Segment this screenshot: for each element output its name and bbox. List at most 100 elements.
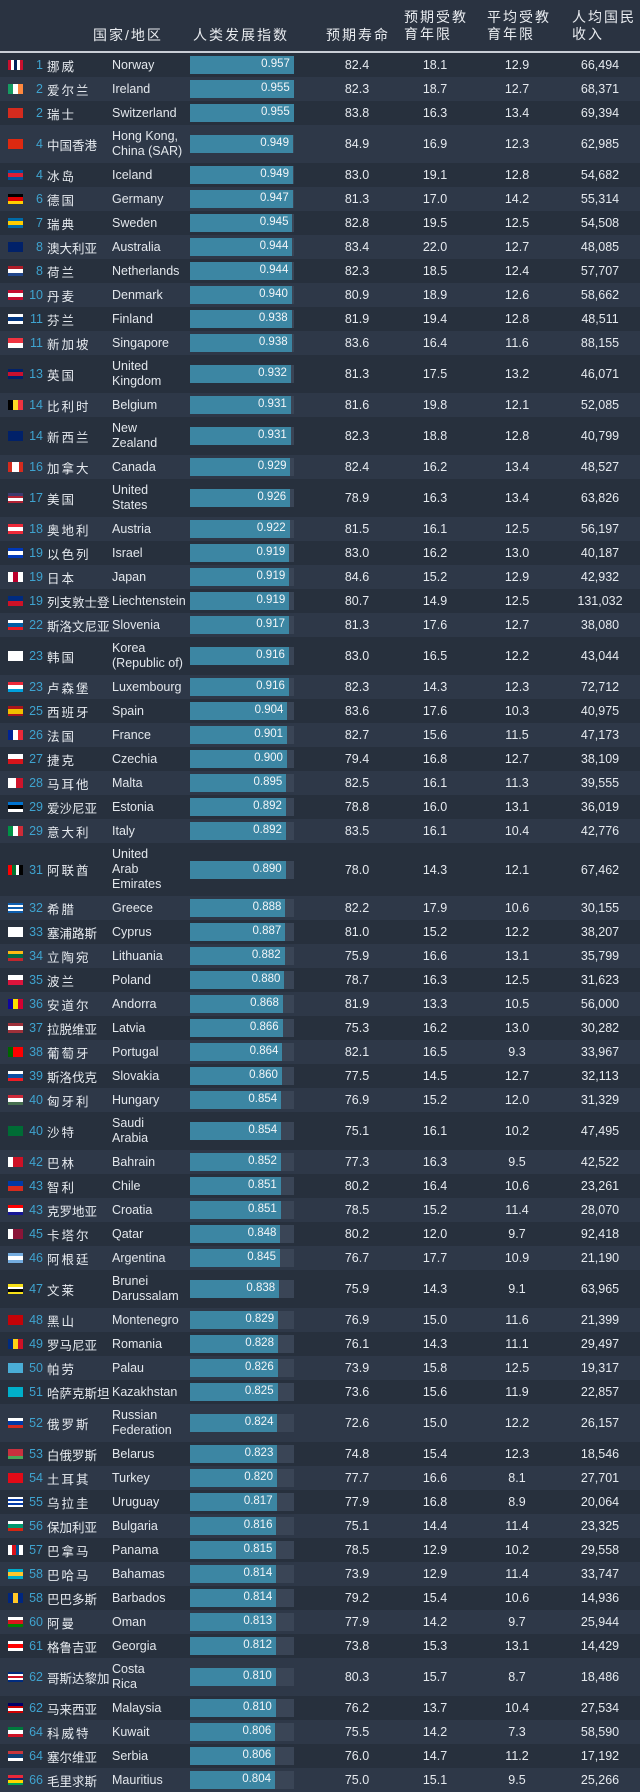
country-name-en: Hungary [112,1092,160,1107]
table-row[interactable]: 26 法国 France 0.901 82.7 15.6 11.5 47,173 [0,723,640,747]
table-row[interactable]: 55 乌拉圭 Uruguay 0.817 77.9 16.8 8.9 20,064 [0,1490,640,1514]
table-row[interactable]: 34 立陶宛 Lithuania 0.882 75.9 16.6 13.1 35,799 [0,944,640,968]
table-row[interactable]: 43 克罗地亚 Croatia 0.851 78.5 15.2 11.4 28,070 [0,1198,640,1222]
mean-schooling: 12.2 [504,649,530,663]
hdi-bar: 0.931 [190,396,291,414]
country-name-en: Serbia [112,1748,149,1763]
rank: 1 [36,58,43,72]
table-row[interactable]: 57 巴拿马 Panama 0.815 78.5 12.9 10.2 29,558 [0,1538,640,1562]
header-gni[interactable]: 人均国民收入 [572,9,636,42]
table-row[interactable]: 6 德国 Germany 0.947 81.3 17.0 14.2 55,314 [0,187,640,211]
country-name-en: Liechtenstein [112,593,186,608]
table-row[interactable]: 14 比利时 Belgium 0.931 81.6 19.8 12.1 52,085 [0,393,640,417]
table-row[interactable]: 23 韩国 Korea (Republic of) 0.916 83.0 16.5 12.2… [0,637,640,675]
table-row[interactable]: 17 美国 United States 0.926 78.9 16.3 13.4 63,826 [0,479,640,517]
table-row[interactable]: 36 安道尔 Andorra 0.868 81.9 13.3 10.5 56,000 [0,992,640,1016]
table-row[interactable]: 27 捷克 Czechia 0.900 79.4 16.8 12.7 38,109 [0,747,640,771]
table-row[interactable]: 38 葡萄牙 Portugal 0.864 82.1 16.5 9.3 33,967 [0,1040,640,1064]
table-row[interactable]: 19 日本 Japan 0.919 84.6 15.2 12.9 42,932 [0,565,640,589]
hdi-bar: 0.845 [190,1249,281,1267]
table-row[interactable]: 43 智利 Chile 0.851 80.2 16.4 10.6 23,261 [0,1174,640,1198]
table-row[interactable]: 28 马耳他 Malta 0.895 82.5 16.1 11.3 39,555 [0,771,640,795]
table-row[interactable]: 8 澳大利亚 Australia 0.944 83.4 22.0 12.7 48,085 [0,235,640,259]
table-row[interactable]: 61 格鲁吉亚 Georgia 0.812 73.8 15.3 13.1 14,429 [0,1634,640,1658]
life-expectancy: 82.3 [344,82,370,96]
table-row[interactable]: 33 塞浦路斯 Cyprus 0.887 81.0 15.2 12.2 38,207 [0,920,640,944]
table-row[interactable]: 45 卡塔尔 Qatar 0.848 80.2 12.0 9.7 92,418 [0,1222,640,1246]
table-row[interactable]: 29 爱沙尼亚 Estonia 0.892 78.8 16.0 13.1 36,019 [0,795,640,819]
table-row[interactable]: 39 斯洛伐克 Slovakia 0.860 77.5 14.5 12.7 32,113 [0,1064,640,1088]
header-country[interactable]: 国家/地区 [93,27,163,43]
table-row[interactable]: 2 瑞士 Switzerland 0.955 83.8 16.3 13.4 69,394 [0,101,640,125]
table-row[interactable]: 62 马来西亚 Malaysia 0.810 76.2 13.7 10.4 27,534 [0,1696,640,1720]
table-row[interactable]: 2 爱尔兰 Ireland 0.955 82.3 18.7 12.7 68,371 [0,77,640,101]
header-hdi[interactable]: 人类发展指数 [193,27,289,43]
mean-schooling: 11.4 [505,1519,529,1533]
table-row[interactable]: 35 波兰 Poland 0.880 78.7 16.3 12.5 31,623 [0,968,640,992]
table-row[interactable]: 56 保加利亚 Bulgaria 0.816 75.1 14.4 11.4 23,325 [0,1514,640,1538]
country-flag-icon [8,1672,23,1682]
gni-per-capita: 38,207 [580,925,620,939]
table-row[interactable]: 49 罗马尼亚 Romania 0.828 76.1 14.3 11.1 29,497 [0,1332,640,1356]
table-row[interactable]: 1 挪威 Norway 0.957 82.4 18.1 12.9 66,494 [0,53,640,77]
table-row[interactable]: 40 匈牙利 Hungary 0.854 76.9 15.2 12.0 31,329 [0,1088,640,1112]
country-name-cn: 保加利亚 [47,1520,98,1535]
header-mean-schooling[interactable]: 平均受教育年限 [487,9,551,42]
rank: 45 [29,1227,43,1241]
gni-per-capita: 62,985 [580,137,620,151]
hdi-bar: 0.823 [190,1445,278,1463]
hdi-bar-track: 0.851 [190,1201,294,1219]
table-row[interactable]: 11 新加坡 Singapore 0.938 83.6 16.4 11.6 88,155 [0,331,640,355]
table-row[interactable]: 62 哥斯达黎加 Costa Rica 0.810 80.3 15.7 8.7 18,486 [0,1658,640,1696]
table-row[interactable]: 52 俄罗斯 Russian Federation 0.824 72.6 15.0 12.2… [0,1404,640,1442]
table-row[interactable]: 50 帕劳 Palau 0.826 73.9 15.8 12.5 19,317 [0,1356,640,1380]
table-row[interactable]: 14 新西兰 New Zealand 0.931 82.3 18.8 12.8 40,799 [0,417,640,455]
table-row[interactable]: 22 斯洛文尼亚 Slovenia 0.917 81.3 17.6 12.7 38,080 [0,613,640,637]
table-row[interactable]: 48 黑山 Montenegro 0.829 76.9 15.0 11.6 21,399 [0,1308,640,1332]
table-row[interactable]: 19 列支敦士登 Liechtenstein 0.919 80.7 14.9 12.5 131… [0,589,640,613]
header-expected-schooling[interactable]: 预期受教育年限 [404,9,468,42]
mean-schooling: 12.1 [504,398,530,412]
table-row[interactable]: 46 阿根廷 Argentina 0.845 76.7 17.7 10.9 21,190 [0,1246,640,1270]
table-row[interactable]: 4 中国香港 Hong Kong, China (SAR) 0.949 84.9 16.9… [0,125,640,163]
table-row[interactable]: 29 意大利 Italy 0.892 83.5 16.1 10.4 42,776 [0,819,640,843]
life-expectancy: 82.3 [344,429,370,443]
table-row[interactable]: 23 卢森堡 Luxembourg 0.916 82.3 14.3 12.3 72,712 [0,675,640,699]
table-row[interactable]: 10 丹麦 Denmark 0.940 80.9 18.9 12.6 58,662 [0,283,640,307]
hdi-bar-track: 0.810 [190,1668,294,1686]
table-row[interactable]: 64 塞尔维亚 Serbia 0.806 76.0 14.7 11.2 17,192 [0,1744,640,1768]
table-row[interactable]: 40 沙特 Saudi Arabia 0.854 75.1 16.1 10.2 47,495 [0,1112,640,1150]
table-row[interactable]: 32 希腊 Greece 0.888 82.2 17.9 10.6 30,155 [0,896,640,920]
table-row[interactable]: 13 英国 United Kingdom 0.932 81.3 17.5 13.2 46,07… [0,355,640,393]
table-row[interactable]: 19 以色列 Israel 0.919 83.0 16.2 13.0 40,187 [0,541,640,565]
table-row[interactable]: 37 拉脱维亚 Latvia 0.866 75.3 16.2 13.0 30,282 [0,1016,640,1040]
table-row[interactable]: 58 巴巴多斯 Barbados 0.814 79.2 15.4 10.6 14,936 [0,1586,640,1610]
hdi-bar-track: 0.944 [190,238,294,256]
life-expectancy: 77.9 [344,1615,370,1629]
table-row[interactable]: 64 科威特 Kuwait 0.806 75.5 14.2 7.3 58,590 [0,1720,640,1744]
table-row[interactable]: 7 瑞典 Sweden 0.945 82.8 19.5 12.5 54,508 [0,211,640,235]
hdi-bar-track: 0.926 [190,489,294,507]
table-row[interactable]: 58 巴哈马 Bahamas 0.814 73.9 12.9 11.4 33,747 [0,1562,640,1586]
table-row[interactable]: 8 荷兰 Netherlands 0.944 82.3 18.5 12.4 57,707 [0,259,640,283]
header-life-expectancy[interactable]: 预期寿命 [326,27,390,43]
gni-per-capita: 43,044 [580,649,620,663]
rank: 11 [30,336,43,350]
country-name-cn: 巴哈马 [47,1568,91,1583]
country-name-cn: 阿联酋 [47,864,91,878]
table-row[interactable]: 54 土耳其 Turkey 0.820 77.7 16.6 8.1 27,701 [0,1466,640,1490]
table-row[interactable]: 4 冰岛 Iceland 0.949 83.0 19.1 12.8 54,682 [0,163,640,187]
table-row[interactable]: 51 哈萨克斯坦 Kazakhstan 0.825 73.6 15.6 11.9 22,857 [0,1380,640,1404]
table-row[interactable]: 16 加拿大 Canada 0.929 82.4 16.2 13.4 48,527 [0,455,640,479]
table-row[interactable]: 25 西班牙 Spain 0.904 83.6 17.6 10.3 40,975 [0,699,640,723]
table-row[interactable]: 66 毛里求斯 Mauritius 0.804 75.0 15.1 9.5 25,266 [0,1768,640,1792]
table-row[interactable]: 60 阿曼 Oman 0.813 77.9 14.2 9.7 25,944 [0,1610,640,1634]
table-row[interactable]: 47 文莱 Brunei Darussalam 0.838 75.9 14.3 9.1 63,… [0,1270,640,1308]
table-row[interactable]: 42 巴林 Bahrain 0.852 77.3 16.3 9.5 42,522 [0,1150,640,1174]
table-row[interactable]: 18 奥地利 Austria 0.922 81.5 16.1 12.5 56,197 [0,517,640,541]
gni-per-capita: 56,000 [580,997,620,1011]
table-row[interactable]: 11 芬兰 Finland 0.938 81.9 19.4 12.8 48,511 [0,307,640,331]
table-row[interactable]: 31 阿联酋 United Arab Emirates 0.890 78.0 14.3 12… [0,843,640,896]
country-name-en: Hong Kong, China (SAR) [112,129,183,158]
table-row[interactable]: 53 白俄罗斯 Belarus 0.823 74.8 15.4 12.3 18,546 [0,1442,640,1466]
